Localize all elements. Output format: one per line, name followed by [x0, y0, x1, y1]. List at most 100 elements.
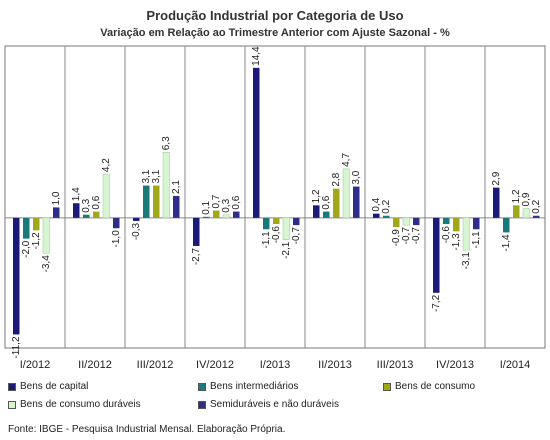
bar: [453, 217, 460, 232]
data-label: -1,0: [111, 230, 122, 248]
chart-subtitle: Variação em Relação ao Trimestre Anterio…: [100, 27, 450, 39]
bar: [393, 217, 400, 228]
data-label: -0,3: [131, 223, 142, 241]
data-label: -2,1: [281, 241, 292, 259]
data-label: 0,1: [201, 200, 212, 214]
x-tick-label: IV/2012: [196, 359, 234, 371]
x-tick-label: II/2012: [78, 359, 112, 371]
data-label: 0,2: [531, 199, 542, 213]
data-label: 4,7: [341, 153, 352, 167]
bar: [83, 214, 90, 218]
data-label: 0,9: [521, 192, 532, 206]
bar: [23, 217, 30, 239]
data-label: -2,7: [191, 248, 202, 266]
legend-label: Bens de consumo: [395, 381, 476, 392]
legend-swatch: [198, 400, 206, 409]
data-label: -1,2: [31, 232, 42, 250]
legend-swatch: [198, 382, 206, 391]
bar: [143, 185, 150, 218]
bar: [522, 208, 530, 219]
x-tick-label: II/2013: [318, 359, 352, 371]
x-tick-label: I/2013: [260, 359, 291, 371]
data-label: 0,6: [91, 195, 102, 209]
bar: [153, 185, 160, 218]
legend-item: Semiduráveis e não duráveis: [198, 399, 339, 410]
data-label: 1,2: [511, 189, 522, 203]
data-label: 6,3: [161, 136, 172, 150]
bar: [313, 205, 320, 218]
legend-item: Bens de consumo duráveis: [8, 399, 141, 410]
bar: [503, 217, 510, 233]
bar: [473, 217, 480, 230]
bar: [133, 217, 140, 221]
data-label: 3,0: [351, 170, 362, 184]
data-label: 0,3: [81, 198, 92, 212]
data-label: -0,6: [271, 226, 282, 244]
bar: [383, 215, 390, 218]
chart-legend: Bens de capital Bens intermediários Bens d…: [8, 381, 548, 415]
plot-area: [4, 45, 546, 349]
data-label: -0,9: [391, 229, 402, 247]
legend-label: Semiduráveis e não duráveis: [210, 399, 339, 410]
bar: [222, 214, 230, 219]
bar: [93, 211, 100, 218]
bar: [102, 173, 110, 219]
data-label: 2,8: [331, 172, 342, 186]
bar: [263, 217, 270, 230]
x-tick-label: I/2012: [20, 359, 51, 371]
legend-swatch: [383, 382, 391, 391]
data-label: -1,1: [471, 231, 482, 249]
source-note: Fonte: IBGE - Pesquisa Industrial Mensal…: [8, 424, 286, 435]
data-label: -3,4: [41, 255, 52, 273]
x-tick-label: I/2014: [500, 359, 531, 371]
data-label: 0,7: [211, 194, 222, 208]
bar: [493, 187, 500, 218]
bar: [342, 168, 350, 219]
legend-label: Bens de consumo duráveis: [20, 399, 141, 410]
bar: [413, 217, 420, 226]
chart-title: Produção Industrial por Categoria de Uso: [146, 8, 404, 23]
data-label: 1,2: [311, 189, 322, 203]
x-tick-label: III/2012: [137, 359, 174, 371]
bar: [193, 217, 200, 246]
data-label: -0,7: [401, 227, 412, 245]
data-label: 0,6: [231, 195, 242, 209]
bar: [13, 217, 20, 335]
bar: [53, 207, 60, 218]
data-label: 2,1: [171, 180, 182, 194]
data-label: 0,2: [381, 199, 392, 213]
bar: [533, 215, 540, 218]
bar: [353, 186, 360, 218]
bar: [373, 213, 380, 218]
bar: [213, 210, 220, 218]
data-label: 4,2: [101, 158, 112, 172]
bar: [433, 217, 440, 293]
bar: [513, 205, 520, 218]
data-label: -7,2: [431, 294, 442, 312]
legend-item: Bens de capital: [8, 381, 88, 392]
bar: [173, 195, 180, 218]
bar: [323, 211, 330, 218]
legend-swatch: [8, 400, 16, 409]
data-label: 1,0: [51, 191, 62, 205]
data-label: 0,6: [321, 195, 332, 209]
legend-label: Bens de capital: [20, 381, 89, 392]
bar: [462, 217, 470, 251]
bar: [293, 217, 300, 226]
bar: [253, 67, 260, 218]
bar: [273, 217, 280, 225]
data-label: -2,0: [21, 240, 32, 258]
x-tick-label: III/2013: [377, 359, 414, 371]
data-label: -0,7: [291, 227, 302, 245]
bar: [282, 217, 290, 240]
data-label: -1,3: [451, 233, 462, 251]
bar: [402, 217, 410, 226]
bar: [333, 188, 340, 218]
x-tick-label: IV/2013: [436, 359, 474, 371]
bar: [162, 151, 170, 219]
bar: [203, 216, 210, 218]
legend-item: Bens intermediários: [198, 381, 298, 392]
data-label: 14,4: [251, 46, 262, 66]
data-label: 1,4: [71, 187, 82, 201]
